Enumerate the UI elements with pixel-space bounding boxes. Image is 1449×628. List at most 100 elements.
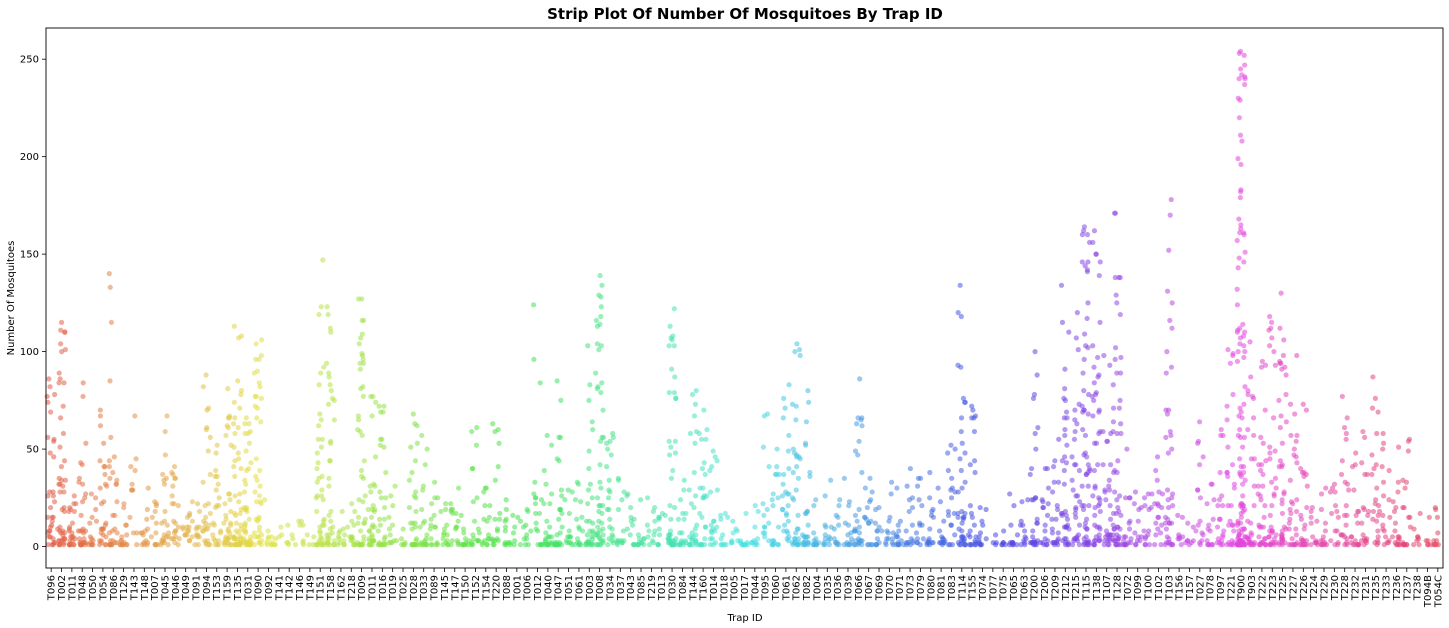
data-point — [668, 444, 674, 450]
data-point — [1118, 430, 1124, 437]
x-tick-label: T011 — [367, 575, 378, 601]
data-point — [722, 510, 728, 517]
data-point — [442, 506, 449, 513]
data-point — [1415, 536, 1422, 542]
x-tick-label: T146 — [295, 575, 306, 601]
data-point — [328, 508, 334, 515]
data-point — [1085, 345, 1091, 351]
data-point — [610, 430, 616, 437]
points-layer — [44, 48, 1441, 548]
data-point — [701, 493, 707, 499]
data-point — [153, 530, 159, 536]
data-point — [784, 491, 790, 497]
x-tick-label: T228 — [1340, 575, 1351, 601]
data-point — [886, 518, 892, 524]
data-point — [78, 512, 84, 518]
data-point — [1286, 526, 1292, 532]
data-point — [1293, 542, 1299, 548]
data-point — [559, 510, 565, 517]
data-point — [1320, 534, 1326, 540]
data-point — [672, 374, 678, 380]
data-point — [720, 532, 726, 538]
data-point — [668, 516, 674, 522]
data-point — [884, 536, 890, 542]
data-point — [1090, 239, 1096, 246]
data-point — [206, 542, 212, 548]
data-point — [1126, 520, 1132, 526]
data-point — [61, 380, 67, 386]
x-tick-label: T063 — [1019, 575, 1030, 601]
x-tick-label: T079 — [916, 575, 927, 601]
data-point — [761, 413, 767, 419]
data-point — [734, 528, 740, 534]
x-tick-label: T225 — [1278, 575, 1289, 601]
data-point — [532, 495, 538, 501]
data-point — [960, 514, 966, 520]
data-point — [1352, 538, 1358, 544]
x-tick-label: T086 — [109, 575, 120, 601]
x-tick-label: T238 — [1413, 575, 1424, 601]
data-point — [799, 532, 806, 538]
data-point — [1331, 481, 1338, 487]
x-tick-label: T158 — [326, 575, 337, 601]
data-point — [967, 503, 974, 509]
data-point — [420, 483, 426, 489]
data-point — [102, 471, 108, 478]
data-point — [200, 528, 206, 534]
data-point — [945, 450, 951, 456]
data-point — [378, 495, 384, 501]
data-point — [432, 479, 438, 485]
data-point — [339, 508, 345, 515]
data-point — [836, 503, 842, 509]
data-point — [1091, 467, 1097, 474]
data-point — [316, 423, 322, 429]
x-tick-label: T227 — [1288, 575, 1299, 601]
data-point — [776, 471, 782, 478]
data-point — [1240, 230, 1247, 236]
x-tick-label: T090 — [254, 575, 265, 601]
data-point — [1235, 349, 1241, 355]
data-point — [586, 448, 592, 454]
data-point — [1055, 506, 1061, 513]
data-point — [711, 518, 717, 524]
data-point — [62, 329, 68, 335]
data-point — [874, 528, 880, 534]
data-point — [1093, 440, 1100, 446]
data-point — [866, 542, 872, 548]
data-point — [503, 506, 509, 513]
data-point — [389, 522, 396, 528]
data-point — [328, 388, 334, 394]
data-point — [1082, 331, 1088, 337]
data-point — [93, 506, 99, 513]
y-tick-label: 100 — [20, 347, 39, 358]
data-point — [919, 503, 925, 509]
data-point — [1344, 415, 1350, 421]
data-point — [1402, 485, 1408, 491]
data-point — [1294, 352, 1300, 359]
data-point — [1059, 319, 1066, 325]
data-point — [941, 518, 947, 524]
data-point — [121, 501, 127, 507]
data-point — [665, 536, 671, 542]
data-point — [1082, 524, 1088, 530]
data-point — [619, 497, 625, 503]
x-tick-label: T054C — [1433, 575, 1444, 608]
data-point — [760, 444, 767, 450]
data-point — [718, 516, 724, 522]
x-tick-label: T009 — [357, 575, 368, 601]
data-point — [108, 434, 114, 440]
data-point — [584, 532, 590, 538]
data-point — [1298, 516, 1305, 522]
data-point — [1380, 479, 1387, 485]
data-point — [826, 534, 832, 540]
x-tick-label: T156 — [1175, 575, 1186, 601]
data-point — [1054, 503, 1060, 509]
data-point — [1033, 446, 1039, 452]
data-point — [967, 462, 973, 468]
data-point — [1044, 512, 1051, 518]
data-point — [521, 536, 527, 542]
data-point — [852, 526, 858, 532]
x-tick-label: T138 — [1092, 575, 1103, 601]
data-point — [409, 469, 415, 476]
